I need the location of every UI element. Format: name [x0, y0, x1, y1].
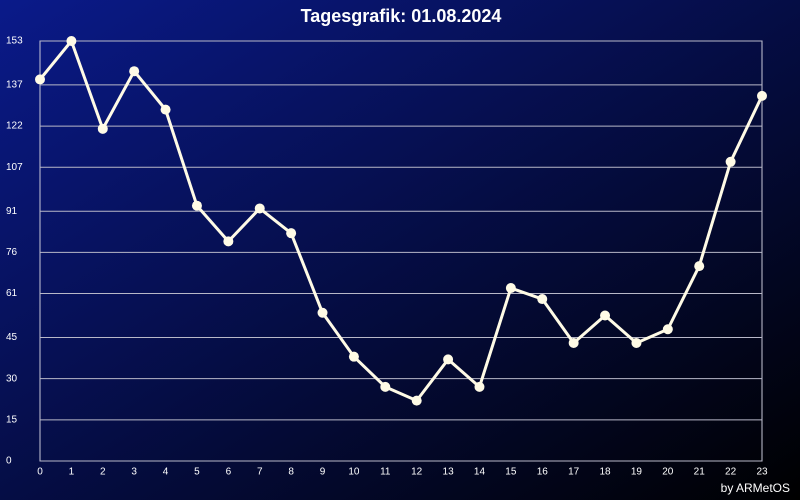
y-tick-label: 30: [6, 373, 18, 384]
x-tick-label: 9: [320, 467, 326, 478]
data-point: [191, 200, 202, 211]
data-point: [568, 337, 579, 348]
data-line: [38, 39, 764, 403]
chart-title: Tagesgrafik: 01.08.2024: [301, 6, 502, 26]
data-point: [348, 351, 359, 362]
y-tick-label: 76: [6, 247, 18, 258]
x-tick-label: 15: [505, 467, 517, 478]
data-point: [160, 104, 171, 115]
data-point: [537, 294, 548, 305]
y-tick-label: 15: [6, 414, 18, 425]
x-tick-label: 20: [662, 467, 674, 478]
y-tick-label: 0: [6, 456, 12, 467]
y-tick-label: 137: [6, 80, 23, 91]
x-tick-label: 4: [163, 467, 169, 478]
y-tick-label: 61: [6, 288, 18, 299]
y-tick-label: 107: [6, 162, 23, 173]
x-tick-label: 5: [194, 467, 200, 478]
data-point: [757, 90, 767, 101]
x-tick-label: 1: [69, 467, 75, 478]
x-tick-label: 21: [694, 467, 706, 478]
y-tick-label: 91: [6, 206, 18, 217]
data-point: [66, 36, 77, 46]
data-point: [223, 236, 234, 247]
data-point: [631, 337, 642, 348]
x-tick-label: 14: [474, 467, 486, 478]
data-point: [97, 123, 108, 134]
data-point: [317, 307, 328, 318]
data-point: [411, 395, 422, 406]
x-tick-label: 18: [599, 467, 611, 478]
x-tick-label: 7: [257, 467, 263, 478]
x-tick-label: 3: [131, 467, 137, 478]
data-point: [380, 381, 391, 392]
x-tick-label: 12: [411, 467, 423, 478]
x-tick-label: 10: [348, 467, 360, 478]
data-point: [662, 324, 673, 335]
data-point: [254, 203, 265, 214]
data-point: [129, 66, 140, 77]
y-tick-label: 45: [6, 332, 18, 343]
x-tick-label: 13: [443, 467, 455, 478]
x-tick-label: 2: [100, 467, 106, 478]
data-point: [725, 156, 736, 167]
x-tick-label: 0: [37, 467, 43, 478]
data-point: [600, 310, 611, 321]
credit: by ARMetOS: [721, 481, 790, 495]
data-point: [35, 74, 45, 85]
data-point: [286, 228, 297, 239]
data-point: [443, 354, 454, 365]
x-tick-label: 8: [288, 467, 294, 478]
y-tick-label: 153: [6, 36, 23, 47]
data-point: [694, 261, 705, 272]
data-point: [474, 381, 485, 392]
x-tick-label: 19: [631, 467, 643, 478]
x-tick-label: 17: [568, 467, 580, 478]
data-point: [505, 283, 516, 294]
x-tick-label: 11: [380, 467, 391, 478]
y-tick-label: 122: [6, 121, 23, 132]
x-tick-label: 6: [226, 467, 232, 478]
x-tick-label: 16: [537, 467, 549, 478]
x-tick-label: 23: [756, 467, 768, 478]
x-tick-label: 22: [725, 467, 737, 478]
